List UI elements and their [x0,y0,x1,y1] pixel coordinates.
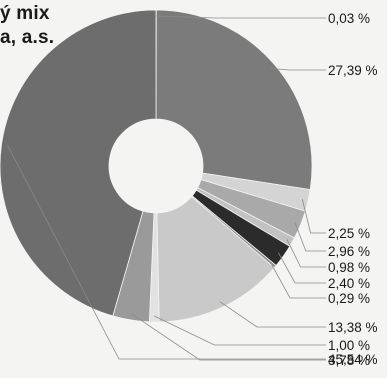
slice-label-9: 1,00 % [328,338,370,353]
slice-label-10: 3,78 % [328,353,370,368]
chart-title-line-1: ý mix [0,3,50,24]
donut-slice-2 [155,9,313,191]
leader-line-1 [156,15,326,19]
leader-line-4 [294,222,326,252]
slice-label-5: 0,98 % [328,260,370,275]
slice-label-8: 13,38 % [328,320,378,335]
slice-labels: 0,03 % 27,39 % 2,25 % 2,96 %0,98 %2,40 %0,2… [7,11,378,368]
leader-line-3 [301,199,326,234]
leader-line-11 [7,144,326,360]
leader-line-2 [269,68,326,71]
donut-slice-8 [156,196,275,323]
chart-title: ý mix a, a.s. [0,2,54,50]
slice-label-7: 0,29 % [328,291,370,306]
leader-line-9 [154,315,326,346]
leader-line-6 [278,252,326,284]
slice-label-11: 45,54 % [328,352,378,367]
slice-label-2: 27,39 % [328,63,378,78]
leader-line-8 [219,301,326,328]
slice-label-6: 2,40 % [328,276,370,291]
slice-label-4: 2,96 % [328,244,370,259]
slice-label-1: 0,03 % [328,11,370,26]
leader-line-10 [131,313,326,361]
donut-slices [0,9,313,323]
leader-line-5 [286,239,326,268]
leader-line-7 [270,262,326,299]
slice-label-3: 2,25 % [328,226,370,241]
chart-title-line-2: a, a.s. [0,27,55,48]
donut-slice-11 [0,9,157,317]
